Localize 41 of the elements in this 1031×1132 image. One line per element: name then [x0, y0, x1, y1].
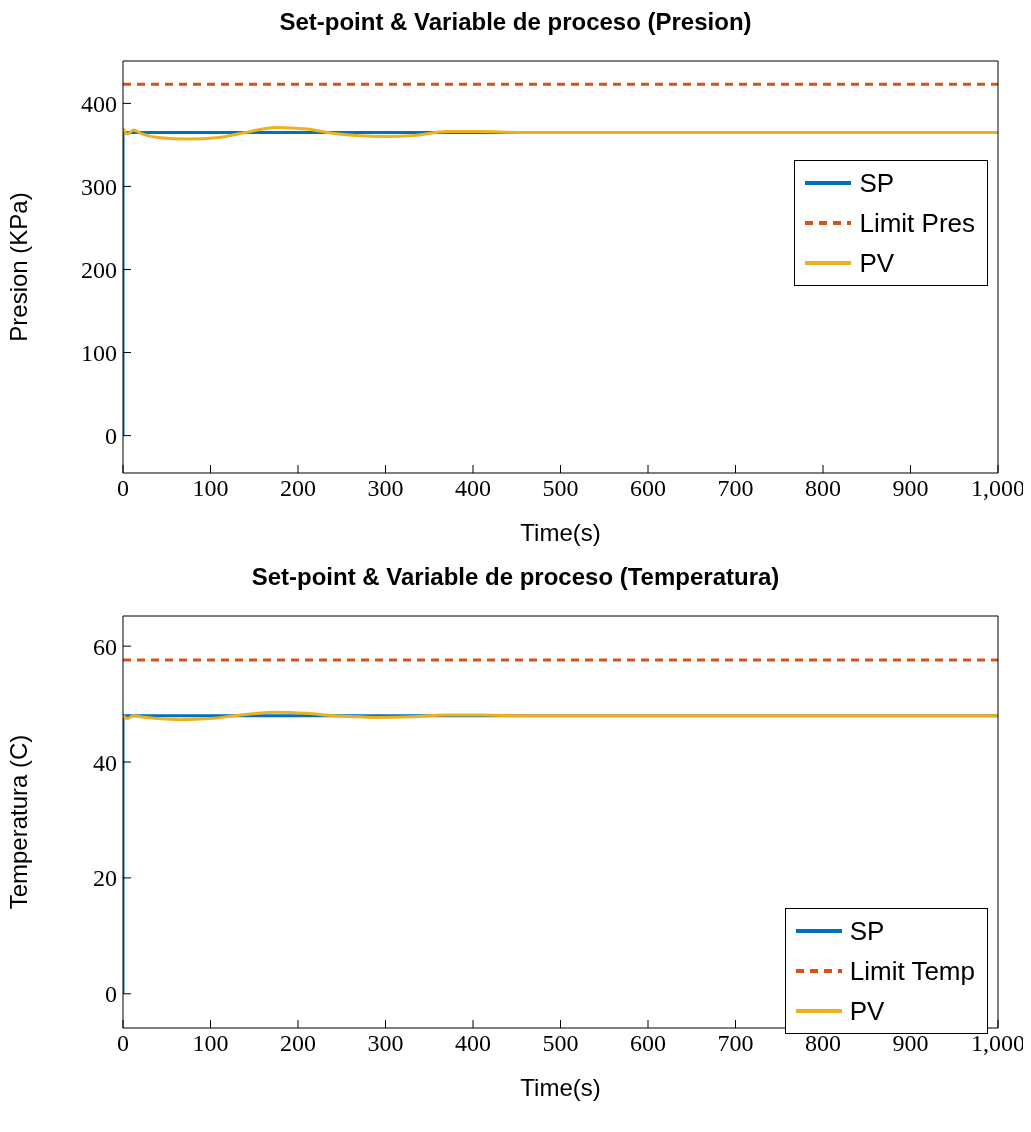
- y-tick-label: 100: [81, 340, 117, 367]
- y-tick-label: 20: [93, 865, 117, 892]
- y-axis-title: Temperatura (C): [4, 734, 32, 910]
- y-tick-label: 400: [81, 90, 117, 117]
- x-tick-label: 700: [717, 475, 754, 502]
- x-tick-label: 200: [280, 475, 316, 502]
- x-tick-label: 100: [192, 475, 229, 502]
- x-axis-title: Time(s): [520, 1074, 601, 1101]
- legend-label: PV: [859, 247, 895, 280]
- x-tick-label: 400: [455, 475, 491, 502]
- y-tick-label: 300: [81, 173, 117, 200]
- x-tick-label: 200: [280, 1030, 316, 1057]
- y-tick-label: 60: [93, 633, 117, 660]
- x-tick-label: 400: [455, 1030, 491, 1057]
- x-tick-label: 800: [805, 1030, 841, 1057]
- chart-title: Set-point & Variable de proceso (Presion): [278, 8, 753, 36]
- y-axis-title: Presion (KPa): [4, 192, 32, 342]
- legend-label: Limit Temp: [849, 955, 975, 988]
- line-series: [123, 125, 998, 141]
- x-tick-label: 900: [892, 475, 929, 502]
- x-tick-label: 600: [630, 475, 666, 502]
- y-tick-label: 40: [93, 749, 117, 776]
- y-tick-label: 0: [105, 981, 117, 1008]
- x-tick-label: 500: [542, 1030, 579, 1057]
- x-axis-title: Time(s): [520, 519, 601, 546]
- y-tick-label: 200: [81, 257, 117, 284]
- x-tick-label: 300: [367, 1030, 404, 1057]
- chart-title: Set-point & Variable de proceso (Temperatura): [250, 563, 781, 591]
- x-tick-label: 600: [630, 1030, 666, 1057]
- x-tick-label: 500: [542, 475, 579, 502]
- legend-label: SP: [859, 167, 895, 200]
- x-tick-label: 300: [367, 475, 404, 502]
- line-series: [123, 710, 998, 722]
- y-tick-label: 0: [105, 423, 117, 450]
- x-tick-label: 100: [192, 1030, 229, 1057]
- legend-label: Limit Pres: [859, 207, 975, 240]
- legend-label: PV: [849, 995, 885, 1028]
- x-tick-label: 900: [892, 1030, 929, 1057]
- legend-label: SP: [849, 915, 885, 948]
- x-tick-label: 700: [717, 1030, 754, 1057]
- x-tick-label: 800: [805, 475, 841, 502]
